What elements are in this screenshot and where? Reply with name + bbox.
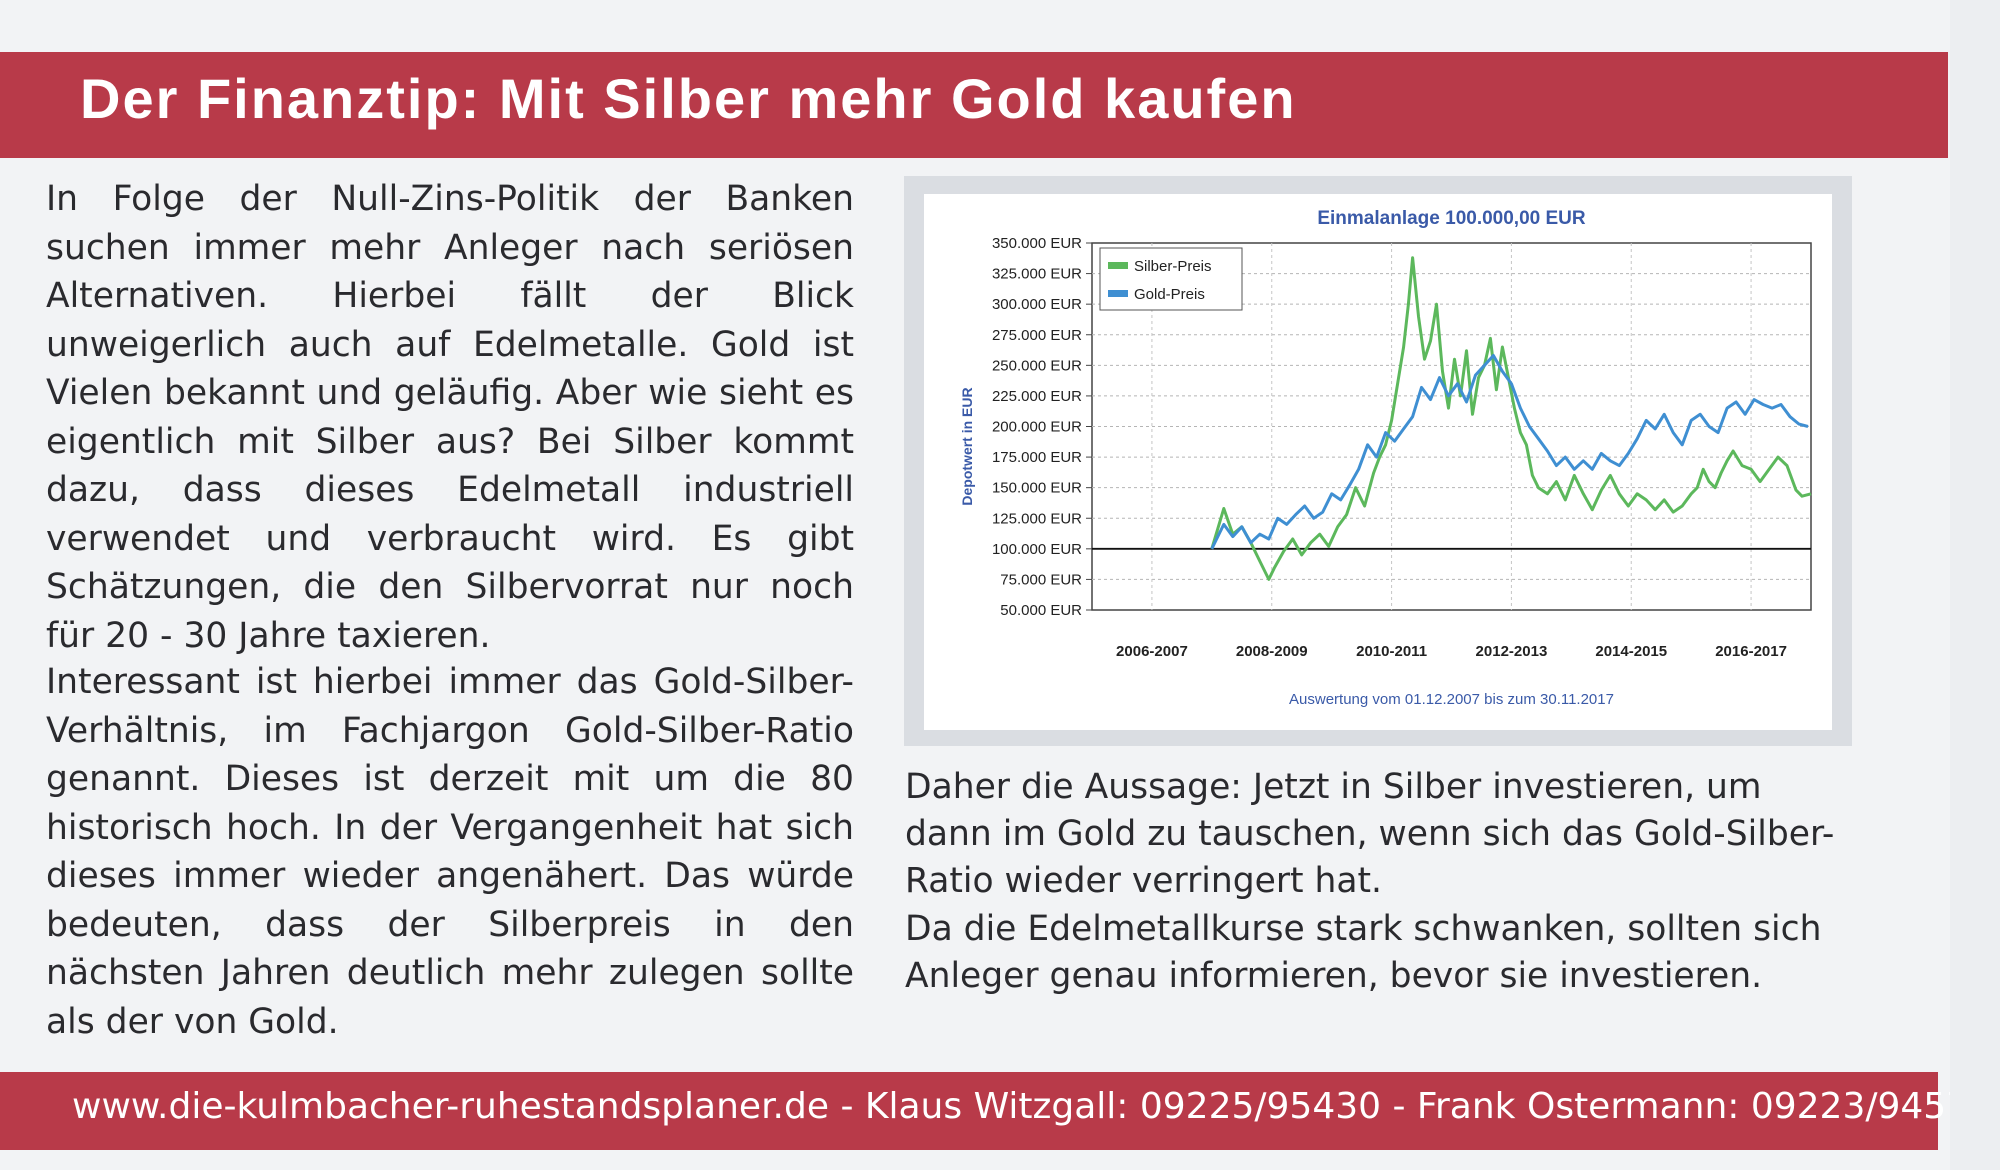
page-title: Der Finanztip: Mit Silber mehr Gold kauf…: [80, 67, 1297, 130]
y-tick-label: 125.000 EUR: [992, 510, 1082, 527]
y-tick-label: 275.000 EUR: [992, 327, 1082, 344]
paragraph-intro: In Folge der Null-Zins-Politik der Banke…: [46, 179, 854, 656]
paragraph-advice: Da die Edelmetallkurse stark schwanken, …: [905, 909, 1822, 996]
chart-footnote: Auswertung vom 01.12.2007 bis zum 30.11.…: [1289, 691, 1614, 708]
chart-panel: Einmalanlage 100.000,00 EUR 50.000 EUR 75.…: [924, 194, 1832, 730]
title-banner: Der Finanztip: Mit Silber mehr Gold kauf…: [0, 52, 1948, 158]
chart-frame: Einmalanlage 100.000,00 EUR 50.000 EUR 75.…: [904, 176, 1852, 746]
legend-swatch: [1108, 262, 1128, 269]
y-tick-label: 175.000 EUR: [992, 449, 1082, 466]
y-tick-label: 225.000 EUR: [992, 388, 1082, 405]
x-tick-label: 2012-2013: [1476, 643, 1548, 660]
chart-title: Einmalanlage 100.000,00 EUR: [1317, 208, 1586, 229]
y-tick-label: 100.000 EUR: [992, 541, 1082, 558]
y-tick-label: 150.000 EUR: [992, 480, 1082, 497]
x-tick-label: 2016-2017: [1715, 643, 1787, 660]
page-edge: [1950, 0, 2000, 1170]
y-tick-label: 250.000 EUR: [992, 357, 1082, 374]
x-tick-label: 2014-2015: [1595, 643, 1667, 660]
x-tick-label: 2006-2007: [1116, 643, 1188, 660]
y-tick-label: 200.000 EUR: [992, 419, 1082, 436]
legend-swatch: [1108, 290, 1128, 297]
legend-label: Silber-Preis: [1134, 258, 1212, 275]
y-tick-label: 75.000 EUR: [1000, 571, 1082, 588]
x-tick-label: 2008-2009: [1236, 643, 1308, 660]
y-tick-label: 300.000 EUR: [992, 296, 1082, 313]
paragraph-ratio: Interessant ist hierbei immer das Gold-S…: [46, 662, 854, 1042]
footer-contact: www.die-kulmbacher-ruhestandsplaner.de -…: [72, 1086, 2000, 1127]
y-tick-label: 350.000 EUR: [992, 235, 1082, 252]
y-tick-label: 50.000 EUR: [1000, 602, 1082, 619]
x-tick-label: 2010-2011: [1356, 643, 1427, 660]
series-line-gold: [1210, 354, 1809, 550]
line-chart: Einmalanlage 100.000,00 EUR 50.000 EUR 75.…: [959, 208, 1812, 708]
footer-banner: www.die-kulmbacher-ruhestandsplaner.de -…: [0, 1072, 2000, 1150]
y-axis-label: Depotwert in EUR: [959, 387, 975, 505]
legend-box: [1099, 247, 1243, 311]
paragraph-conclusion: Daher die Aussage: Jetzt in Silber inves…: [905, 767, 1835, 901]
y-tick-label: 325.000 EUR: [992, 266, 1082, 283]
legend-label: Gold-Preis: [1134, 286, 1205, 303]
